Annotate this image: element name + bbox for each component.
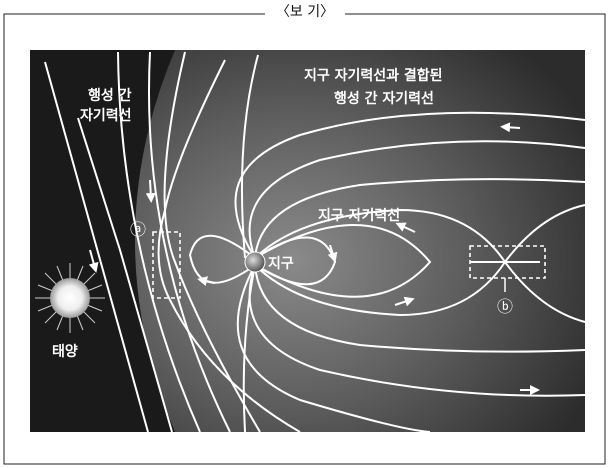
sun (35, 263, 105, 333)
label: 지구 자기력선 (318, 208, 400, 224)
label-line: 지구 자기력선과 결합된 (304, 67, 443, 84)
arrow (150, 180, 151, 198)
label-line: 자기력선 (80, 108, 132, 124)
label: ⓑ (497, 297, 513, 316)
earth (245, 252, 265, 272)
page: {"header": {"title": "〈보 기〉"}, "figure":… (0, 0, 610, 468)
label: 태양 (52, 344, 78, 360)
figure-panel: 〈보 기〉 (0, 0, 610, 468)
arrow (505, 127, 520, 128)
label: ⓐ (130, 220, 146, 239)
label: 지구 (268, 256, 294, 272)
label-line: 행성 간 (88, 87, 132, 104)
label-line: 행성 간 자기력선 (334, 90, 434, 107)
header-title: 〈보 기〉 (276, 4, 334, 20)
